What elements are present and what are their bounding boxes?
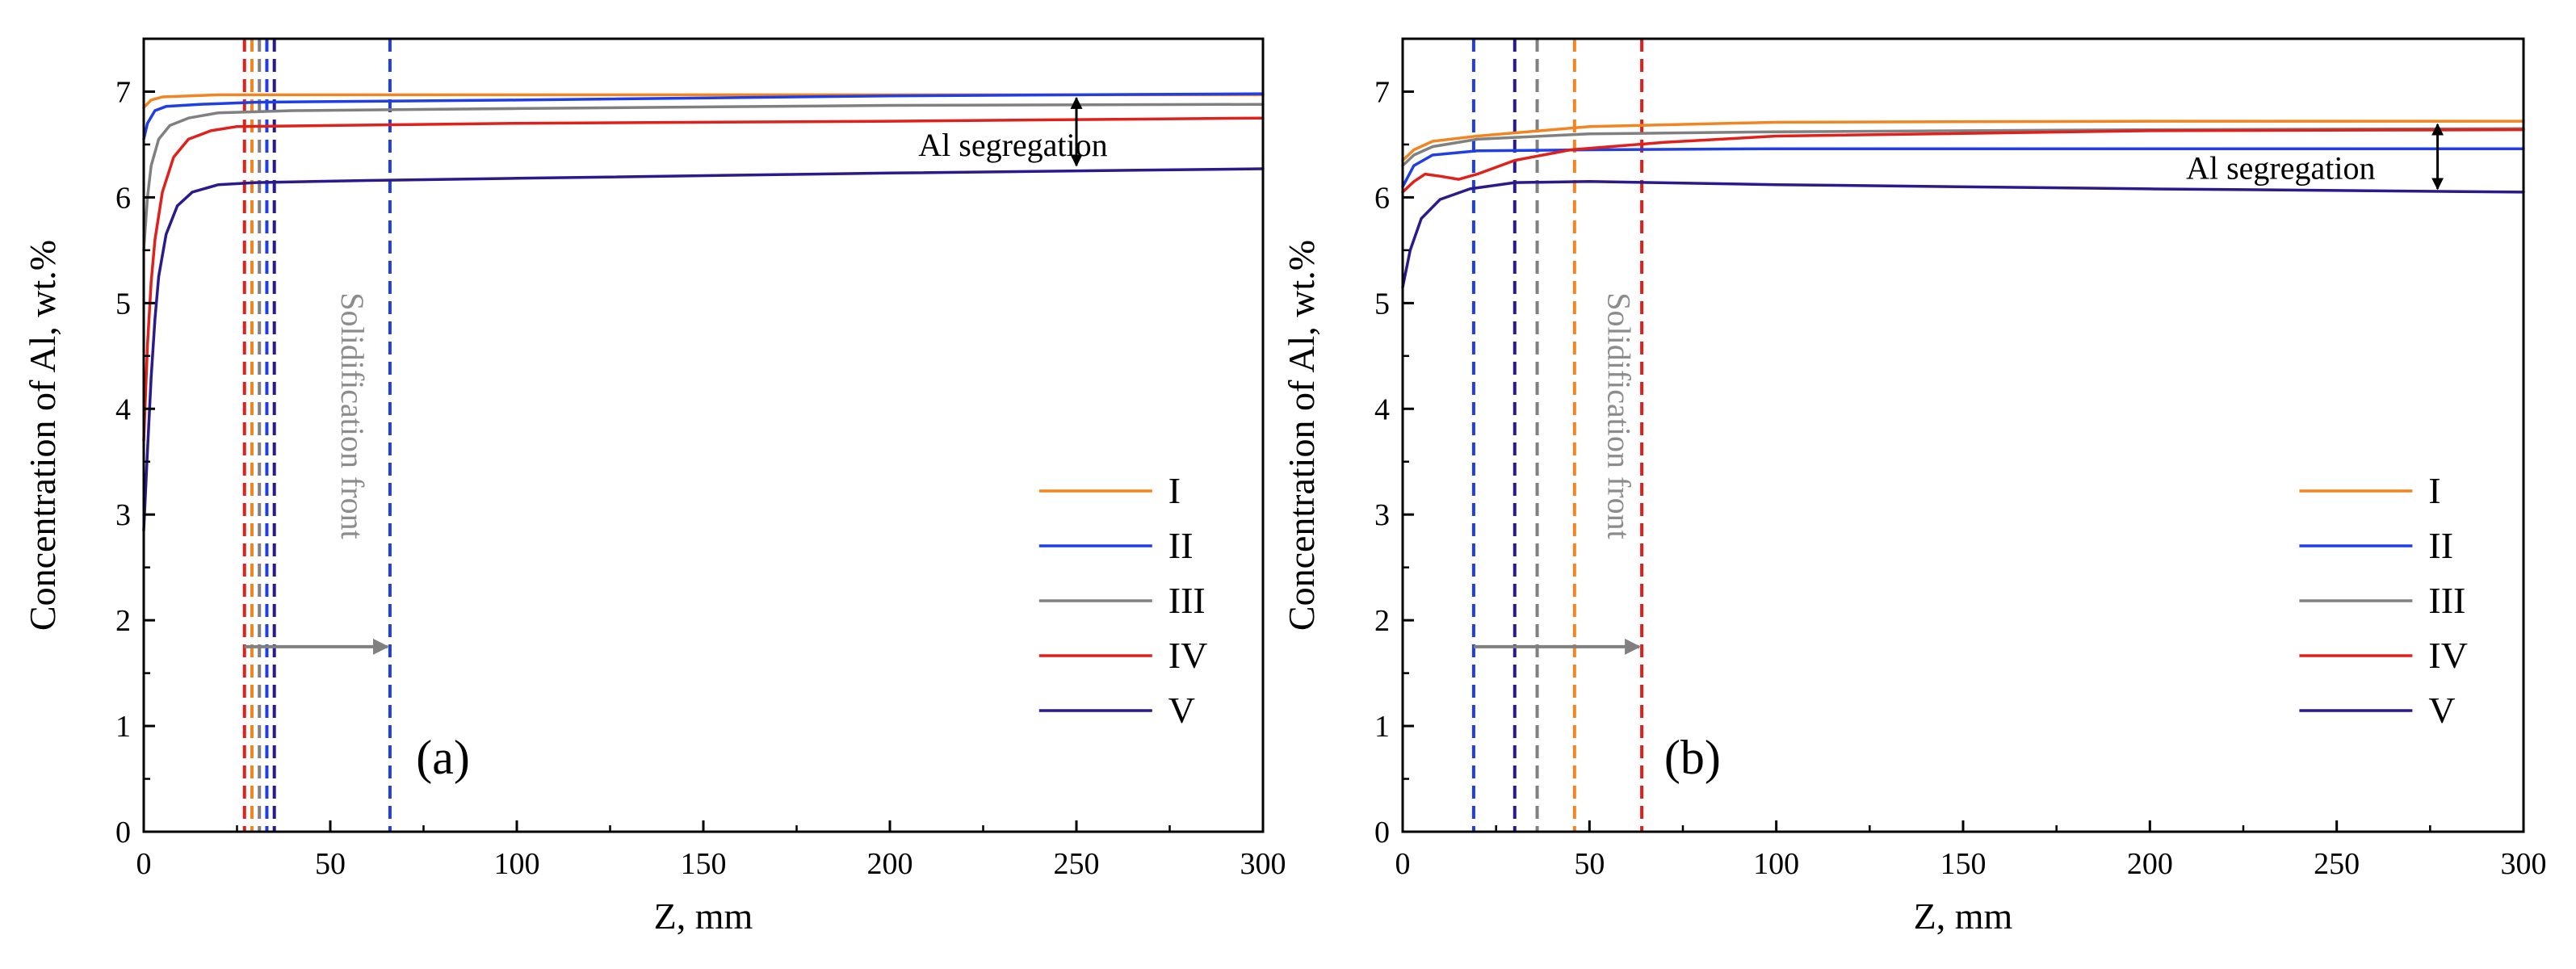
legend-label-i-b: I: [2428, 470, 2440, 511]
legend-label-ii-a: II: [1168, 525, 1194, 566]
x-tick-label-50-a: 50: [315, 847, 346, 881]
x-tick-label-50-b: 50: [1574, 847, 1605, 881]
y-tick-label-4-a: 4: [115, 392, 131, 426]
series-line-iii-b: [1401, 127, 2525, 167]
segregation-label-b: Al segregation: [2186, 150, 2375, 187]
front-lines-a: [242, 39, 392, 832]
x-tick-label-0-a: 0: [136, 847, 152, 881]
solidification-front-label-b: Solidification front: [1601, 292, 1637, 539]
y-tick-label-7-a: 7: [115, 75, 131, 109]
front-lines-b: [1471, 39, 1644, 832]
y-tick-label-2-b: 2: [1374, 604, 1390, 638]
x-axis-title-a: Z, mm: [654, 896, 753, 937]
series-line-iii-a: [142, 103, 1265, 252]
y-axis-title-b: Concentration of Al, wt.%: [1281, 240, 1322, 631]
y-tick-label-0-a: 0: [115, 816, 131, 849]
annotations-b: Al segregation Solidification front: [1473, 123, 2444, 655]
x-tick-label-150-a: 150: [681, 847, 727, 881]
y-axis-title-a: Concentration of Al, wt.%: [22, 240, 63, 631]
panel-b: 0 50 100 150 200 250 300 0 1 2 3 4 5 6 7 Z, mm Concent…: [1281, 37, 2547, 937]
y-tick-label-0-b: 0: [1374, 816, 1390, 849]
segregation-label-a: Al segregation: [918, 127, 1107, 163]
x-tick-label-100-a: 100: [494, 847, 540, 881]
series-line-iv-b: [1401, 128, 2525, 194]
axis-ticks-b: 0 50 100 150 200 250 300 0 1 2 3 4 5 6 7: [1374, 75, 2547, 881]
y-tick-label-6-b: 6: [1374, 181, 1390, 215]
solidification-front-label-a: Solidification front: [334, 292, 371, 539]
y-tick-label-3-a: 3: [115, 498, 131, 532]
x-tick-label-200-b: 200: [2127, 847, 2173, 881]
y-tick-label-6-a: 6: [115, 181, 131, 215]
y-tick-label-5-b: 5: [1374, 287, 1390, 321]
series-line-ii-a: [142, 92, 1265, 141]
legend-label-iii-b: III: [2428, 580, 2465, 621]
series-lines-a: [142, 92, 1265, 532]
series-lines-b: [1401, 120, 2525, 289]
panel-label-b: (b): [1664, 731, 1721, 784]
x-tick-label-200-a: 200: [867, 847, 913, 881]
x-axis-title-b: Z, mm: [1914, 896, 2013, 937]
y-tick-label-1-b: 1: [1374, 710, 1390, 744]
legend-label-i-a: I: [1168, 470, 1181, 511]
legend-label-v-a: V: [1168, 690, 1195, 731]
axis-ticks-a: 0 50 100 150 200 250 300 0 1 2 3 4 5 6 7: [115, 75, 1286, 881]
panel-a: 0 50 100 150 200 250 300 0 1 2 3 4 5 6 7 Z, mm Concent…: [22, 37, 1286, 937]
x-tick-label-150-b: 150: [1940, 847, 1987, 881]
series-line-ii-b: [1401, 147, 2525, 189]
y-tick-label-5-a: 5: [115, 287, 131, 321]
legend-label-iv-b: IV: [2428, 635, 2468, 676]
y-tick-label-4-b: 4: [1374, 392, 1390, 426]
series-line-iv-a: [142, 116, 1265, 443]
legend-label-ii-b: II: [2428, 525, 2453, 566]
legend-label-v-b: V: [2428, 690, 2455, 731]
x-tick-label-0-b: 0: [1395, 847, 1411, 881]
x-tick-label-250-a: 250: [1054, 847, 1100, 881]
y-tick-label-3-b: 3: [1374, 498, 1390, 532]
x-tick-label-250-b: 250: [2314, 847, 2360, 881]
series-line-i-b: [1401, 120, 2525, 162]
panel-label-a: (a): [416, 731, 470, 784]
legend-label-iii-a: III: [1168, 580, 1206, 621]
legend-label-iv-a: IV: [1168, 635, 1208, 676]
y-tick-label-2-a: 2: [115, 604, 131, 638]
x-tick-label-300-b: 300: [2501, 847, 2547, 881]
y-tick-label-7-b: 7: [1374, 75, 1390, 109]
series-line-v-a: [142, 167, 1265, 532]
series-line-v-b: [1401, 180, 2525, 289]
x-tick-label-300-a: 300: [1240, 847, 1286, 881]
x-tick-label-100-b: 100: [1753, 847, 1799, 881]
y-tick-label-1-a: 1: [115, 710, 131, 744]
annotations-a: Al segregation Solidification front: [244, 96, 1108, 655]
